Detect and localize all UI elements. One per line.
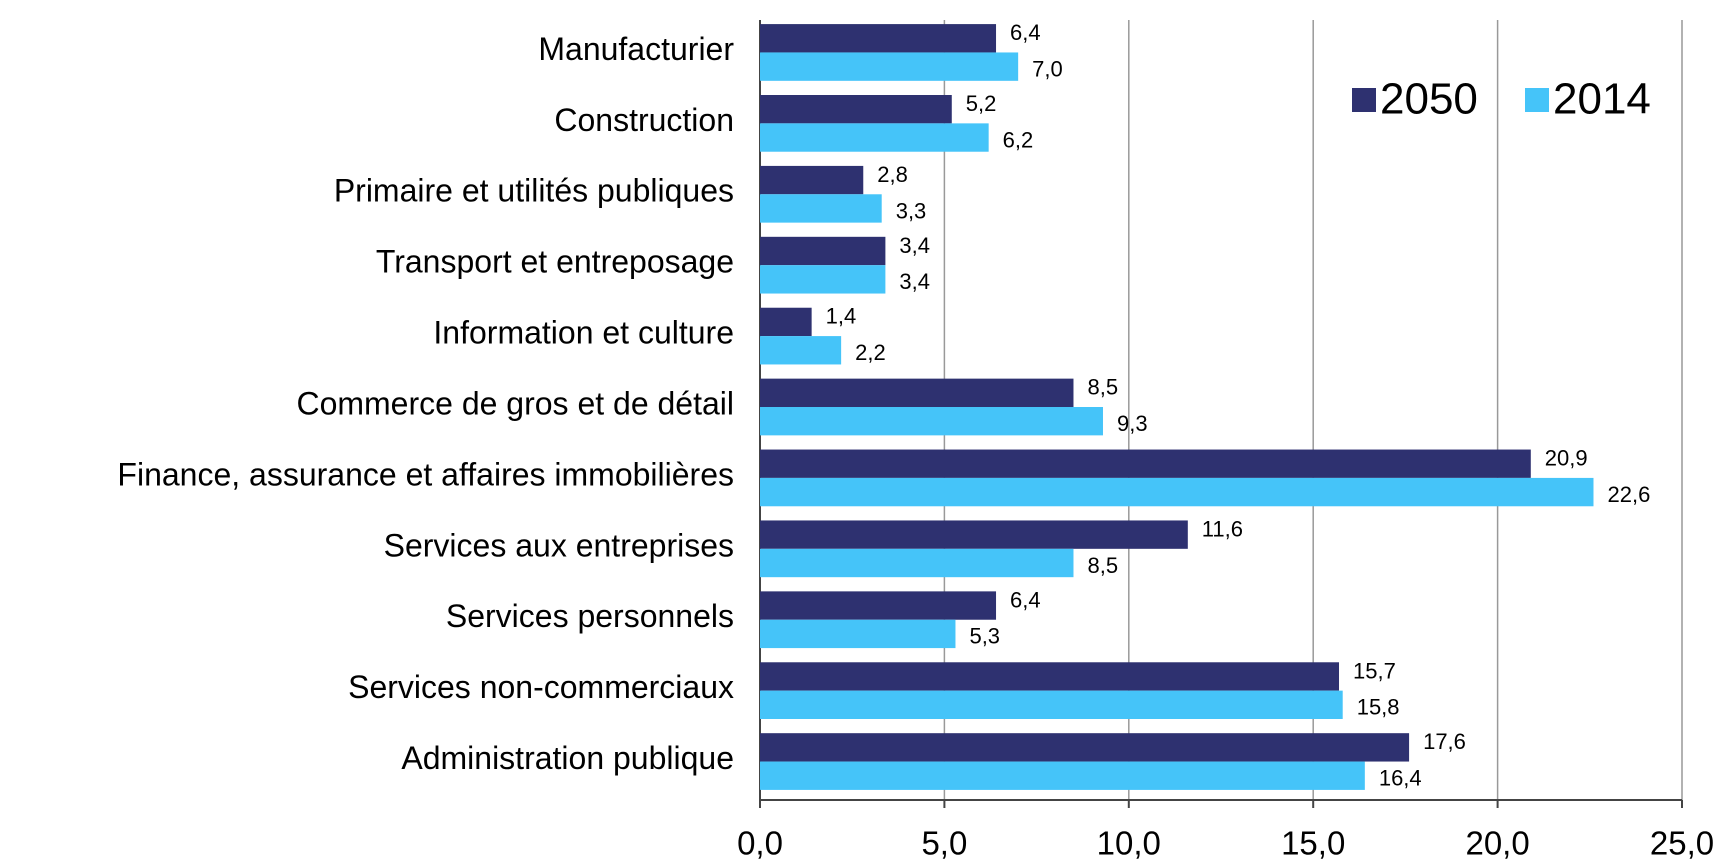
value-label: 1,4 [826,304,857,329]
bar [760,95,952,124]
bar [760,265,886,294]
value-label: 7,0 [1032,56,1063,81]
bar [760,378,1074,407]
value-label: 17,6 [1423,729,1466,754]
category-label: Transport et entreposage [376,244,734,280]
category-label: Services personnels [446,598,734,634]
value-label: 11,6 [1202,516,1243,541]
value-label: 2,8 [877,162,908,187]
value-label: 9,3 [1117,411,1148,436]
category-label: Services aux entreprises [384,527,734,563]
value-label: 3,4 [899,269,930,294]
bar [760,690,1343,719]
x-tick-label: 25,0 [1650,825,1714,862]
category-label: Primaire et utilités publiques [334,173,734,209]
value-label: 8,5 [1087,375,1118,400]
value-label: 3,4 [899,233,930,258]
x-tick-label: 10,0 [1097,825,1161,862]
bar [760,165,864,195]
value-label: 6,2 [1003,127,1034,152]
value-label: 20,9 [1545,446,1588,471]
bar [760,336,842,365]
legend-swatch [1525,88,1549,112]
bar [760,619,956,649]
x-tick-label: 15,0 [1281,825,1345,862]
value-label: 5,3 [969,624,1000,649]
bar [760,24,997,53]
bar [760,407,1103,436]
category-label: Finance, assurance et affaires immobiliè… [117,456,734,492]
value-label: 15,7 [1353,658,1396,683]
category-label: Information et culture [433,315,734,351]
value-label: 6,4 [1010,587,1041,612]
bar [760,194,882,223]
bar [760,591,997,620]
legend-swatch [1352,88,1376,112]
x-tick-label: 0,0 [737,825,783,862]
bar [760,477,1594,507]
legend-label: 2050 [1380,75,1478,124]
value-label: 8,5 [1087,553,1118,578]
x-tick-label: 5,0 [921,825,967,862]
value-label: 5,2 [966,91,997,116]
bar [760,123,989,152]
legend-label: 2014 [1553,75,1651,124]
category-label: Services non-commerciaux [348,669,734,705]
bar [760,307,812,337]
value-label: 2,2 [855,340,886,365]
category-label: Commerce de gros et de détail [296,385,734,421]
value-label: 6,4 [1010,20,1041,45]
x-tick-label: 20,0 [1465,825,1529,862]
category-label: Administration publique [401,740,734,776]
value-label: 3,3 [896,198,927,223]
category-label: Manufacturier [538,31,734,67]
bar [760,548,1074,578]
category-label: Construction [554,102,734,138]
value-label: 15,8 [1357,695,1400,720]
bar [760,236,886,266]
value-label: 22,6 [1607,482,1650,507]
value-label: 16,4 [1379,766,1422,791]
bar [760,733,1410,762]
bar [760,662,1340,691]
bar [760,761,1365,790]
bar [760,52,1019,81]
bar [760,520,1188,549]
bar [760,449,1531,478]
